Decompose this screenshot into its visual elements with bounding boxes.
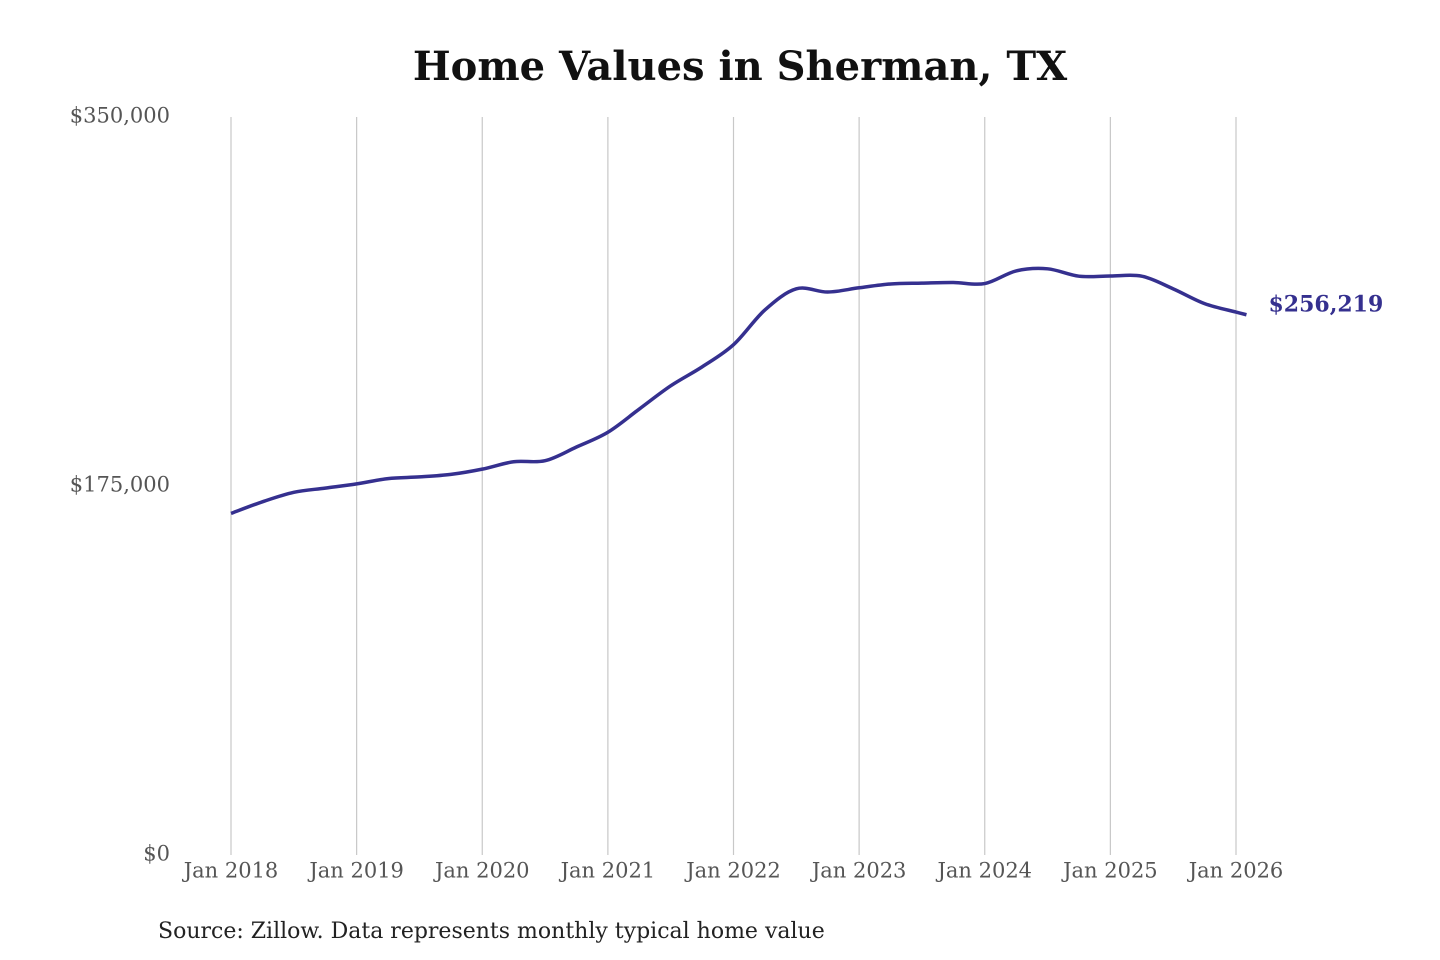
value-label: $256,219: [1268, 292, 1383, 318]
chart-title: Home Values in Sherman, TX: [413, 43, 1067, 90]
x-tick-label: Jan 2025: [1061, 859, 1158, 883]
x-tick-label: Jan 2022: [684, 859, 781, 883]
y-tick-label: $175,000: [70, 473, 170, 497]
x-tick-label: Jan 2024: [935, 859, 1032, 883]
y-tick-label: $350,000: [70, 104, 170, 128]
data-line: [230, 266, 1247, 516]
x-tick-label: Jan 2021: [559, 859, 656, 883]
x-tick-label: Jan 2020: [433, 859, 530, 883]
x-tick-label: Jan 2026: [1187, 859, 1284, 883]
source-note: Source: Zillow. Data represents monthly …: [158, 919, 825, 944]
y-tick-label: $0: [143, 842, 170, 866]
x-tick-label: Jan 2019: [307, 859, 404, 883]
x-tick-label: Jan 2018: [182, 859, 279, 883]
x-tick-label: Jan 2023: [810, 859, 907, 883]
